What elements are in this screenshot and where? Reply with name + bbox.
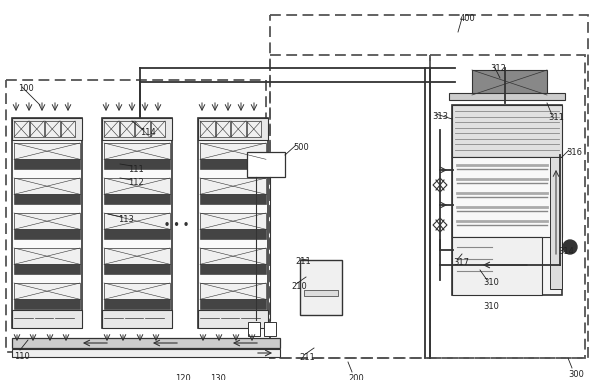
Bar xyxy=(104,178,170,194)
Bar xyxy=(231,121,245,137)
Text: 314: 314 xyxy=(558,247,574,256)
Bar xyxy=(198,118,268,328)
Text: 313: 313 xyxy=(432,112,448,121)
Text: 317: 317 xyxy=(453,258,469,267)
Text: 210: 210 xyxy=(291,282,307,291)
Bar xyxy=(29,121,44,137)
Bar xyxy=(248,322,260,336)
Text: 200: 200 xyxy=(348,374,364,380)
Bar xyxy=(452,105,562,157)
Bar xyxy=(200,143,266,159)
Bar xyxy=(300,260,342,315)
Text: 114: 114 xyxy=(140,128,156,137)
Bar xyxy=(14,213,80,229)
Bar xyxy=(198,118,268,140)
Bar xyxy=(12,310,82,328)
Bar xyxy=(104,283,170,299)
Bar xyxy=(200,194,266,204)
Bar xyxy=(12,118,82,140)
Bar xyxy=(14,299,80,309)
Text: 300: 300 xyxy=(568,370,584,379)
Bar xyxy=(550,157,562,289)
Circle shape xyxy=(563,240,577,254)
Text: 113: 113 xyxy=(118,215,134,224)
Bar xyxy=(200,299,266,309)
Bar xyxy=(14,143,80,159)
Text: 130: 130 xyxy=(210,374,226,380)
Text: 312: 312 xyxy=(490,64,506,73)
Text: • • •: • • • xyxy=(164,220,190,230)
Bar xyxy=(14,194,80,204)
Bar xyxy=(247,121,261,137)
Text: 310: 310 xyxy=(483,278,499,287)
Bar xyxy=(452,157,562,237)
Bar xyxy=(14,248,80,264)
Bar xyxy=(452,237,542,295)
Bar xyxy=(104,121,118,137)
Text: 316: 316 xyxy=(566,148,582,157)
Bar xyxy=(104,264,170,274)
Bar xyxy=(102,310,172,328)
Bar xyxy=(104,248,170,264)
Text: 400: 400 xyxy=(460,14,476,23)
Bar xyxy=(14,229,80,239)
Bar xyxy=(14,283,80,299)
Text: 111: 111 xyxy=(128,165,144,174)
Bar xyxy=(150,121,165,137)
Bar xyxy=(200,264,266,274)
Bar xyxy=(14,121,29,137)
Text: 110: 110 xyxy=(14,352,30,361)
Text: 310: 310 xyxy=(483,302,499,311)
Text: 211: 211 xyxy=(299,353,315,362)
Text: 311: 311 xyxy=(548,113,564,122)
Bar xyxy=(472,70,547,95)
Bar xyxy=(119,121,134,137)
Bar xyxy=(200,178,266,194)
Bar xyxy=(452,105,562,295)
Bar xyxy=(135,121,149,137)
Bar xyxy=(45,121,60,137)
Bar xyxy=(102,118,172,328)
Bar xyxy=(449,93,565,100)
Bar xyxy=(104,194,170,204)
Bar xyxy=(14,264,80,274)
Text: 500: 500 xyxy=(293,143,309,152)
Bar xyxy=(104,213,170,229)
Bar xyxy=(200,229,266,239)
Bar xyxy=(247,152,285,177)
Bar xyxy=(12,349,280,357)
Bar xyxy=(104,229,170,239)
Bar xyxy=(200,283,266,299)
Text: 120: 120 xyxy=(175,374,191,380)
Bar xyxy=(104,299,170,309)
Bar xyxy=(198,310,268,328)
Text: 100: 100 xyxy=(18,84,34,93)
Bar xyxy=(264,322,276,336)
Text: 112: 112 xyxy=(128,178,144,187)
Bar xyxy=(60,121,75,137)
Text: 211: 211 xyxy=(295,257,311,266)
Bar xyxy=(304,290,338,296)
Bar xyxy=(216,121,230,137)
Bar xyxy=(200,159,266,169)
Bar xyxy=(104,159,170,169)
Bar xyxy=(12,118,82,328)
Bar xyxy=(102,118,172,140)
Bar xyxy=(12,338,280,348)
Bar xyxy=(14,178,80,194)
Bar xyxy=(200,121,214,137)
Bar xyxy=(14,159,80,169)
Bar xyxy=(104,143,170,159)
Bar xyxy=(200,213,266,229)
Bar xyxy=(200,248,266,264)
